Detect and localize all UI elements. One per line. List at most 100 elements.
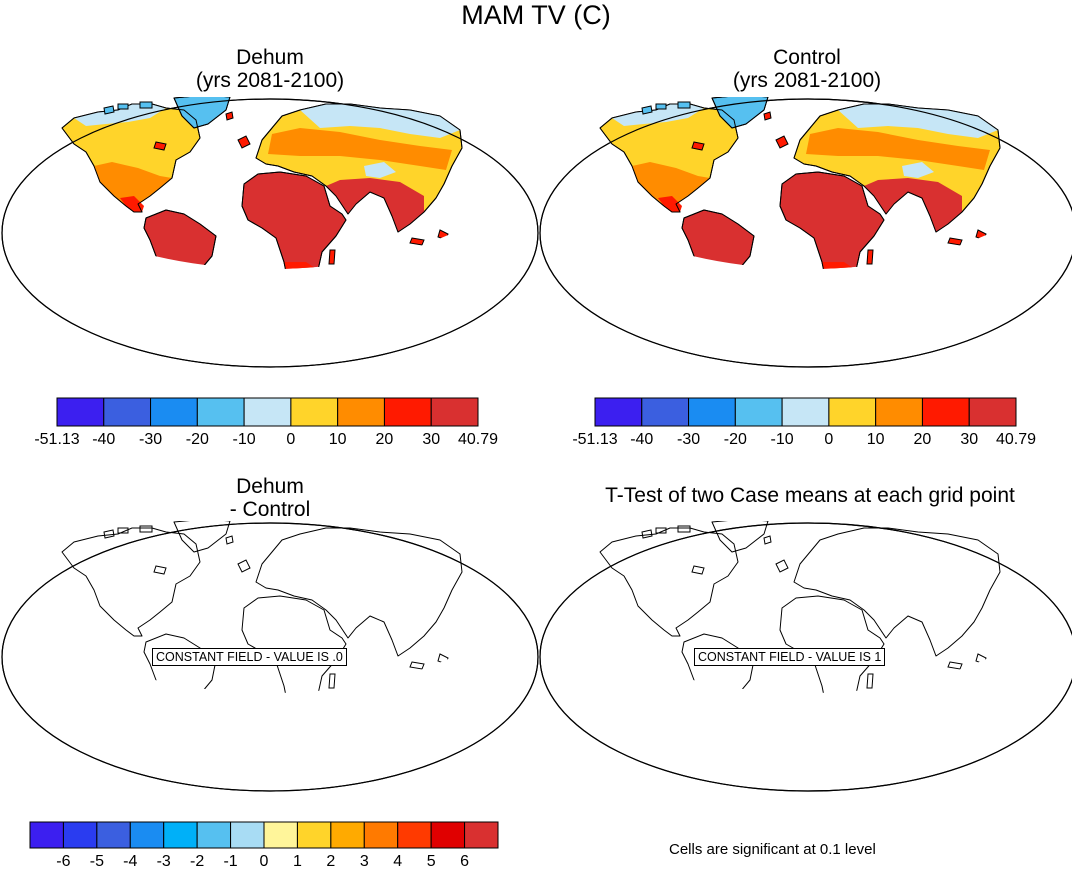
- land-north-america-arctic: [74, 104, 166, 126]
- land-south-america: [143, 633, 217, 693]
- island-4: [328, 249, 336, 265]
- colorbar-box-5: [196, 821, 232, 849]
- colorbar-box-0: [594, 397, 643, 427]
- colorbar-box-1: [103, 397, 152, 427]
- island-4: [866, 249, 874, 265]
- arctic-island-0: [139, 525, 153, 533]
- land-south-asia-hot: [326, 178, 424, 232]
- island-7: [775, 135, 789, 149]
- island-6: [153, 565, 167, 575]
- colorbar-tick-label: 1: [293, 853, 302, 869]
- land-north-america-arctic: [612, 104, 704, 126]
- constant-field-message-1: CONSTANT FIELD - VALUE IS .0: [152, 648, 347, 666]
- colorbar-box-3: [734, 397, 783, 427]
- colorbar-box-8: [430, 397, 479, 427]
- panel-3-title: Dehum - Control: [90, 475, 450, 521]
- arctic-island-2: [103, 105, 115, 115]
- island-6: [691, 565, 705, 575]
- colorbar-tick-label: 30: [960, 431, 978, 448]
- colorbar-box-11: [397, 821, 432, 849]
- colorbar-tick-label: 0: [260, 853, 269, 869]
- colorbar-box-2: [96, 821, 131, 849]
- panel-2-title-line1: Control: [773, 46, 841, 69]
- island-4: [328, 673, 336, 689]
- colorbar-box-8: [968, 397, 1017, 427]
- colorbar-box-10: [363, 821, 399, 849]
- arctic-island-1: [655, 527, 667, 534]
- colorbar-tick-label: -51.13: [34, 431, 79, 448]
- colorbar-box-2: [688, 397, 736, 427]
- colorbar-box-7: [263, 821, 298, 849]
- colorbar-tick-label: 6: [460, 853, 469, 869]
- island-3: [409, 237, 425, 246]
- land-greenland: [173, 521, 231, 553]
- colorbar-tick-label: -30: [677, 431, 700, 448]
- colorbar-dehum: -51.13 -40 -30 -20 -10 0 10 20 30 40.79: [34, 397, 498, 448]
- colorbar-tick-label: 20: [914, 431, 932, 448]
- colorbar-tick-label: 40.79: [996, 431, 1036, 448]
- land-central-america-hot: [120, 196, 144, 212]
- panel-4-title-line1: T-Test of two Case means at each grid po…: [605, 484, 1015, 507]
- island-3: [947, 237, 963, 246]
- land-central-america-hot: [658, 196, 682, 212]
- colorbar-box-4: [243, 397, 292, 427]
- colorbar-box-12: [430, 821, 466, 849]
- panel-2-title: Control (yrs 2081-2100): [627, 46, 987, 92]
- colorbar-tick-label: 5: [427, 853, 436, 869]
- colorbar-tick-label: -51.13: [572, 431, 617, 448]
- significance-footnote: Cells are significant at 0.1 level: [669, 841, 876, 858]
- arctic-island-2: [103, 529, 115, 539]
- colorbar-box-0: [29, 821, 64, 849]
- colorbar-tick-label: -40: [92, 431, 115, 448]
- colorbar-box-1: [62, 821, 98, 849]
- panel-1-title-line2: (yrs 2081-2100): [195, 69, 345, 92]
- colorbar-box-7: [921, 397, 970, 427]
- colorbar-control: -51.13 -40 -30 -20 -10 0 10 20 30 40.79: [572, 397, 1036, 448]
- land-tibet: [902, 162, 934, 178]
- colorbar-tick-label: 4: [393, 853, 402, 869]
- land-north-america: [599, 527, 739, 637]
- colorbar-tick-label: 40.79: [458, 431, 498, 448]
- arctic-island-0: [677, 101, 691, 109]
- colorbar-box-5: [290, 397, 339, 427]
- island-3: [409, 661, 425, 670]
- land-greenland: [711, 521, 769, 553]
- colorbar-tick-label: -20: [724, 431, 747, 448]
- panel-3-title-line1: Dehum: [236, 475, 304, 498]
- colorbar-box-4: [781, 397, 830, 427]
- island-7: [237, 135, 251, 149]
- colorbar-box-3: [129, 821, 165, 849]
- land-north-america-warm-band: [94, 162, 172, 212]
- island-8: [225, 535, 234, 545]
- panel-3-title-line2: - Control: [229, 498, 311, 521]
- colorbar-box-8: [296, 821, 332, 849]
- land-eurasia-mid: [806, 128, 990, 170]
- panel-1-title-line1: Dehum: [236, 46, 304, 69]
- colorbar-tick-label: 3: [360, 853, 369, 869]
- land-eurasia-mid: [268, 128, 452, 170]
- colorbar-box-4: [163, 821, 198, 849]
- map-control: [539, 97, 1072, 368]
- arctic-island-0: [139, 101, 153, 109]
- island-8: [763, 111, 772, 121]
- arctic-island-2: [641, 529, 653, 539]
- arctic-island-1: [117, 103, 129, 110]
- constant-field-message-2: CONSTANT FIELD - VALUE IS 1: [694, 648, 886, 666]
- colorbar-box-1: [641, 397, 690, 427]
- colorbar-tick-label: -1: [223, 853, 237, 869]
- arctic-island-2: [641, 105, 653, 115]
- colorbar-tick-label: -10: [233, 431, 256, 448]
- colorbar-box-3: [196, 397, 245, 427]
- colorbar-tick-label: -2: [190, 853, 204, 869]
- island-4: [866, 673, 874, 689]
- colorbar-tick-label: 20: [376, 431, 394, 448]
- colorbar-tick-label: -40: [630, 431, 653, 448]
- colorbar-tick-label: -30: [139, 431, 162, 448]
- colorbar-box-6: [230, 821, 265, 849]
- colorbar-box-2: [150, 397, 198, 427]
- island-6: [153, 141, 167, 151]
- colorbar-tick-label: 10: [867, 431, 885, 448]
- island-8: [225, 111, 234, 121]
- colorbar-tick-label: -10: [771, 431, 794, 448]
- colorbar-box-9: [330, 821, 365, 849]
